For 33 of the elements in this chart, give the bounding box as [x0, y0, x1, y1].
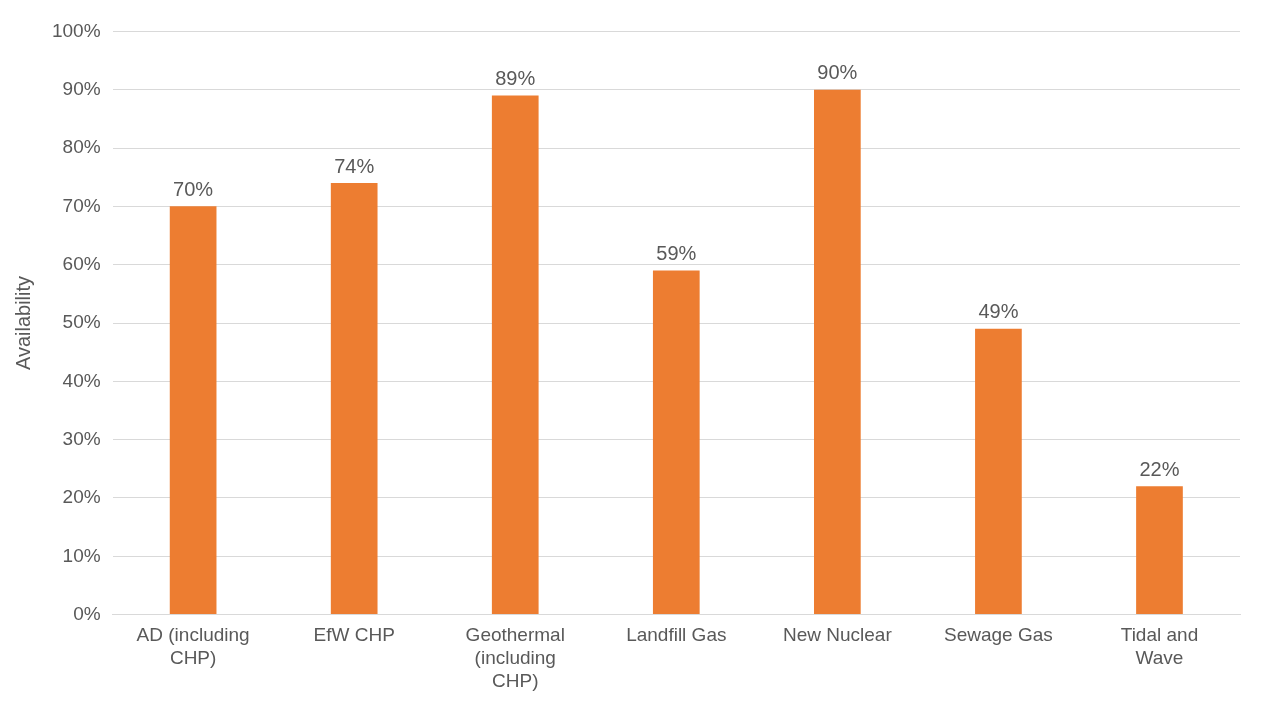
data-label: 90%	[817, 61, 858, 84]
y-tick-label: 90%	[62, 77, 101, 99]
data-label: 22%	[1139, 457, 1180, 480]
bar	[330, 183, 378, 615]
data-label: 59%	[656, 242, 697, 265]
y-tick-label: 0%	[73, 602, 101, 624]
y-axis-title: Availability	[11, 275, 34, 371]
y-tick-label: 20%	[62, 486, 101, 508]
x-tick-label: AD (including CHP)	[136, 624, 250, 669]
y-tick-label: 70%	[62, 194, 101, 216]
data-label: 70%	[173, 177, 214, 200]
bar	[814, 89, 861, 615]
y-tick-label: 10%	[62, 544, 101, 566]
bar	[652, 270, 700, 615]
y-tick-label: 50%	[62, 311, 101, 333]
x-tick-label: New Nuclear	[782, 624, 893, 646]
data-label: 89%	[495, 67, 536, 90]
y-tick-label: 80%	[62, 136, 101, 158]
bar	[491, 95, 539, 615]
y-tick-label: 100%	[51, 19, 101, 41]
bar	[1136, 486, 1183, 615]
y-tick-label: 60%	[62, 252, 101, 274]
x-tick-label: Landfill Gas	[626, 624, 727, 646]
y-tick-label: 40%	[62, 369, 101, 391]
x-tick-label: Sewage Gas	[944, 624, 1053, 646]
x-tick-label: EfW CHP	[313, 624, 395, 646]
data-label: 49%	[978, 300, 1019, 323]
bar	[975, 328, 1022, 615]
bar	[169, 206, 217, 615]
data-label: 74%	[334, 154, 375, 177]
x-tick-label: Geothermal (including CHP)	[465, 624, 565, 691]
y-tick-label: 30%	[62, 427, 101, 449]
x-tick-label: Tidal and Wave	[1120, 624, 1199, 669]
